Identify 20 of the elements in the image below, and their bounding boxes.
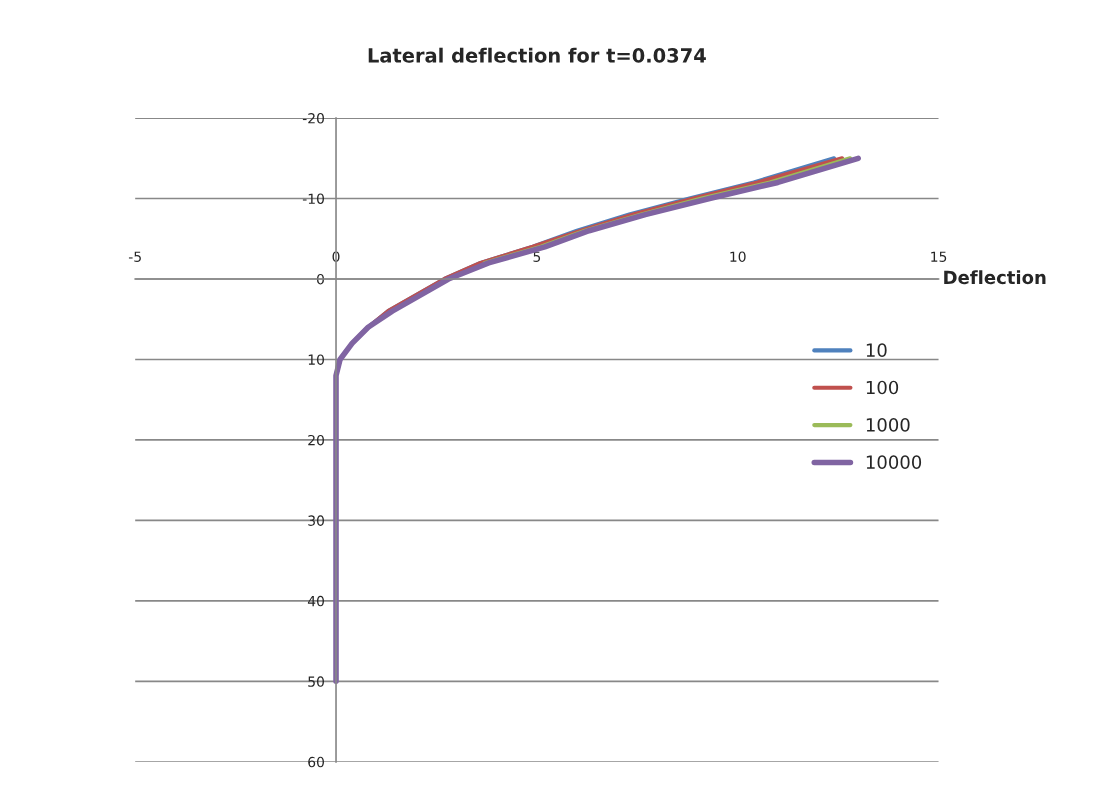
y-tick-label: 50 xyxy=(308,676,324,687)
y-tick-label: -10 xyxy=(302,193,324,204)
legend-label: 1000 xyxy=(866,417,910,432)
x-tick-label: 0 xyxy=(332,251,340,262)
y-tick-label: 60 xyxy=(308,756,324,768)
x-tick-label: 15 xyxy=(931,251,947,262)
x-axis-title: Deflection xyxy=(944,270,1046,285)
x-tick-label: -5 xyxy=(128,251,141,262)
legend-label: 100 xyxy=(866,380,899,395)
y-tick-label: 0 xyxy=(316,273,324,285)
x-tick-label: 10 xyxy=(730,251,746,262)
legend-label: 10000 xyxy=(866,455,922,469)
x-tick-label: 5 xyxy=(533,251,541,262)
y-tick-label: 40 xyxy=(307,595,324,607)
chart-title: Lateral deflection for t=0.0374 xyxy=(368,47,706,63)
y-tick-label: 10 xyxy=(308,354,324,365)
y-tick-label: -20 xyxy=(302,113,324,124)
y-tick-label: 30 xyxy=(308,515,324,526)
legend-label: 10 xyxy=(866,343,887,357)
y-tick-label: 20 xyxy=(308,434,324,446)
